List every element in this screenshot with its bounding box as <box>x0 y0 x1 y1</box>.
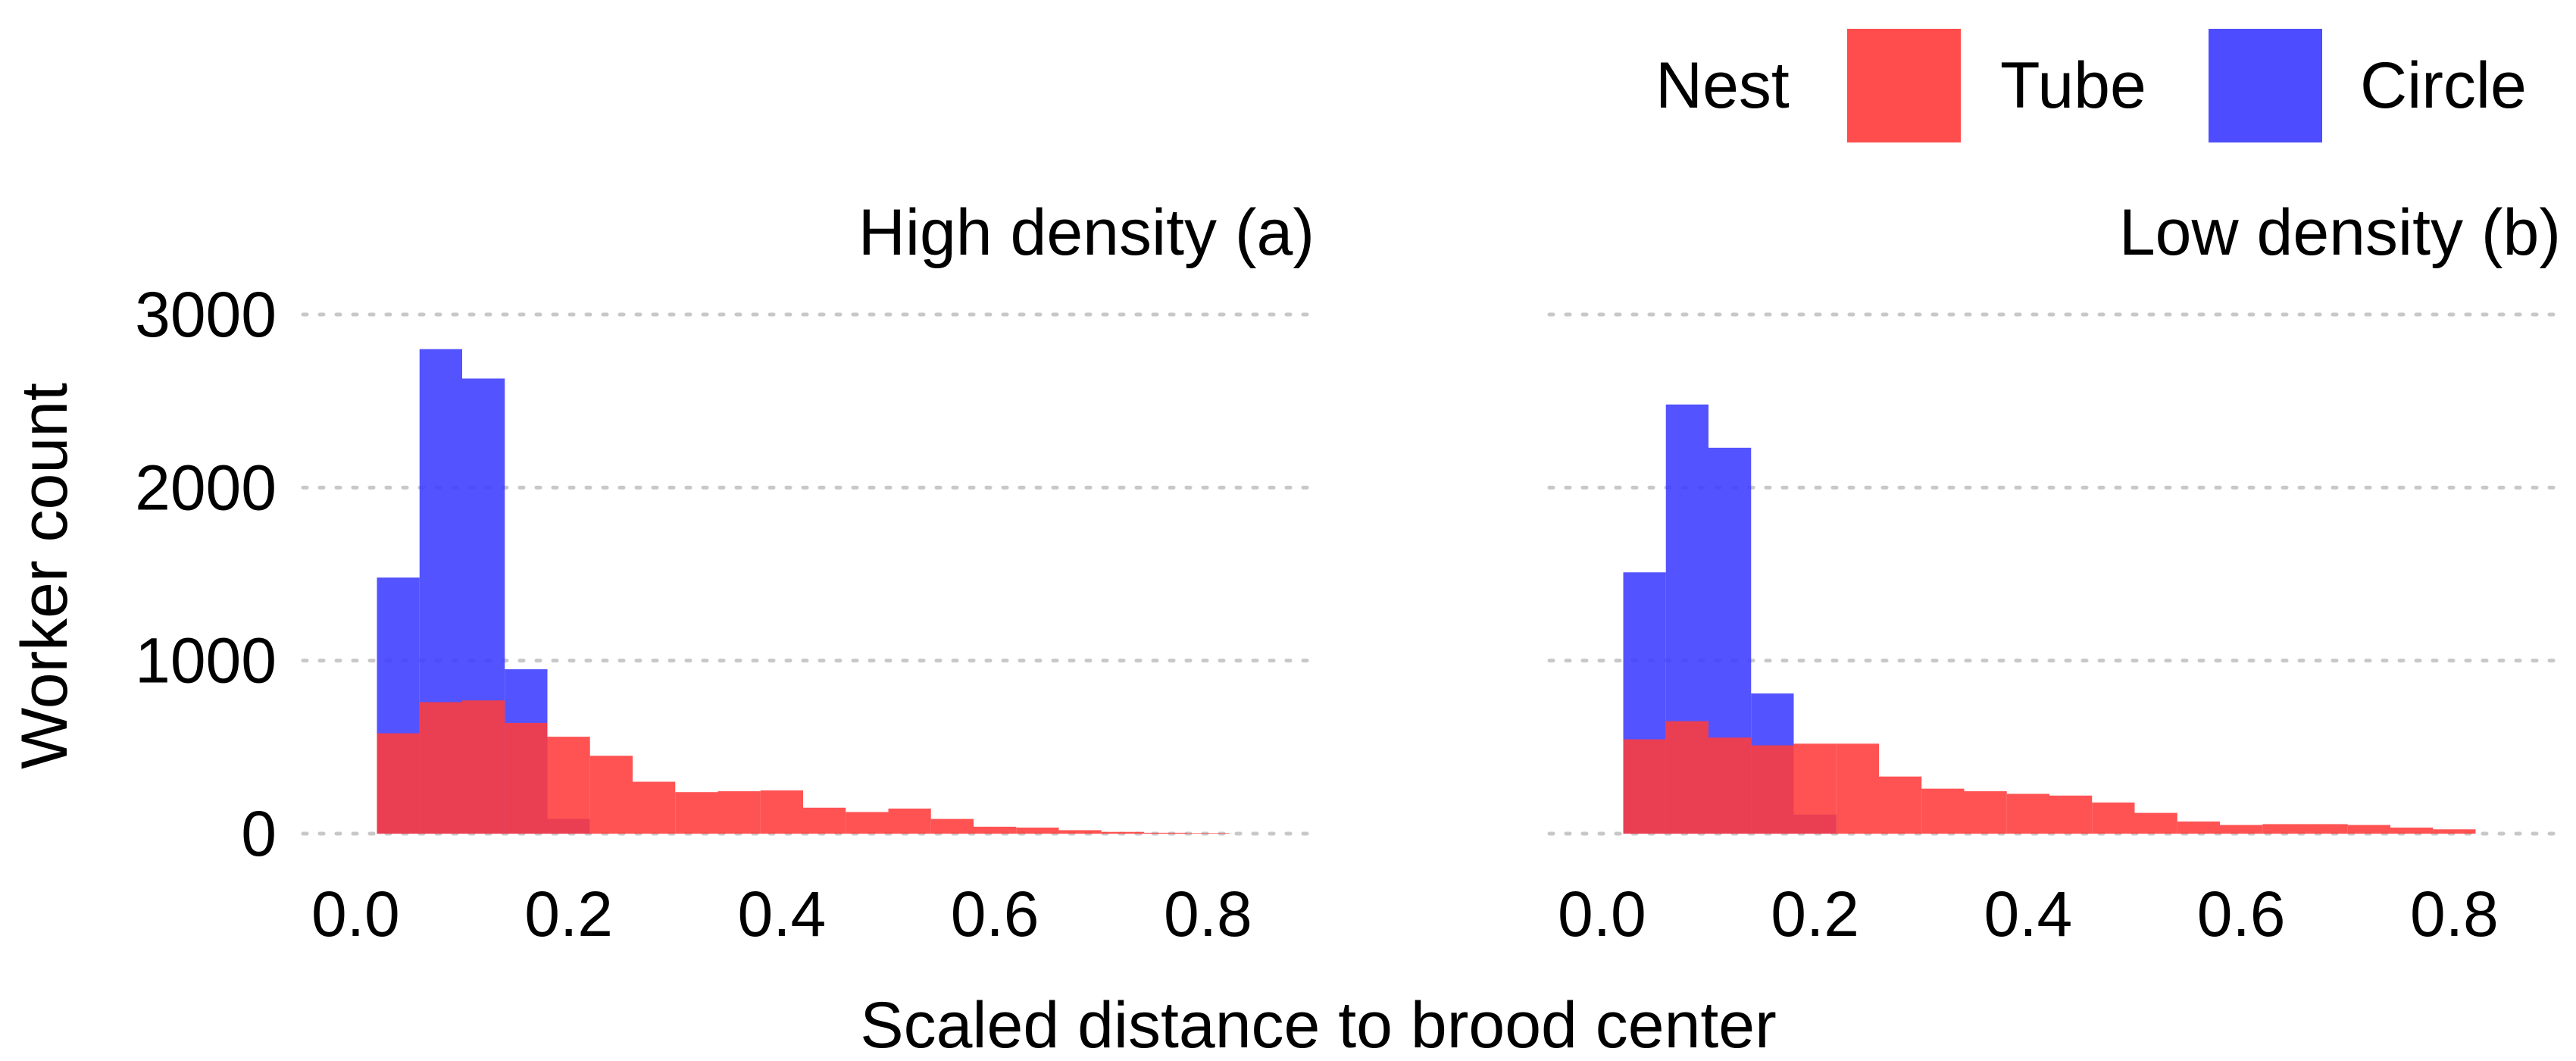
bar-tube <box>2347 825 2390 834</box>
x-tick-label: 0.8 <box>2410 878 2499 950</box>
bar-tube <box>2305 824 2348 834</box>
bar-tube <box>462 700 505 834</box>
bar-tube <box>1058 830 1102 834</box>
bar-tube <box>2220 825 2263 834</box>
x-tick-label: 0.6 <box>951 878 1039 950</box>
panel-title-low-density: Low density (b) <box>2119 196 2561 269</box>
bar-tube <box>1016 828 1059 834</box>
bar-tube <box>675 792 718 834</box>
bar-tube <box>547 737 590 834</box>
bar-tube <box>377 733 420 834</box>
legend-swatch-tube <box>1847 29 1961 142</box>
bar-tube <box>1708 737 1752 834</box>
y-tick-label: 1000 <box>135 625 277 696</box>
y-tick-label: 3000 <box>135 279 277 350</box>
x-tick-label: 0.2 <box>524 878 613 950</box>
bar-tube <box>2134 812 2177 834</box>
bar-tube <box>1751 745 1794 834</box>
y-tick-label: 0 <box>241 798 277 869</box>
bar-tube <box>974 826 1017 834</box>
x-tick-label: 0.0 <box>1558 878 1646 950</box>
x-tick-label: 0.8 <box>1164 878 1252 950</box>
y-axis-ticks: 0 1000 2000 3000 <box>135 279 277 869</box>
bar-tube <box>2177 822 2220 834</box>
bar-tube <box>1964 791 2007 834</box>
legend-label-tube: Tube <box>2000 49 2146 122</box>
legend-swatch-circle <box>2209 29 2322 142</box>
bar-tube <box>888 808 931 834</box>
bar-tube <box>2262 824 2306 834</box>
bar-tube <box>717 791 761 834</box>
legend-title: Nest <box>1655 49 1790 122</box>
bar-tube <box>2433 829 2476 834</box>
bar-tube <box>1144 832 1187 834</box>
bar-tube <box>589 756 633 834</box>
bar-tube <box>1101 831 1144 834</box>
bar-tube <box>1836 743 1879 834</box>
x-axis-title: Scaled distance to brood center <box>860 989 1777 1061</box>
bar-tube <box>419 702 462 834</box>
bar-tube <box>760 790 803 834</box>
x-tick-label: 0.4 <box>737 878 826 950</box>
bar-tube <box>1921 788 1965 834</box>
bar-tube <box>2006 793 2049 834</box>
bar-tube <box>1879 776 1922 834</box>
y-tick-label: 2000 <box>135 452 277 523</box>
panel-title-high-density: High density (a) <box>858 196 1315 269</box>
bar-tube <box>1793 743 1837 834</box>
bar-tube <box>2049 795 2093 834</box>
x-tick-label: 0.0 <box>311 878 400 950</box>
legend: Nest Tube Circle <box>1655 29 2527 142</box>
x-tick-label: 0.4 <box>1984 878 2072 950</box>
bar-tube <box>633 781 676 834</box>
bar-tube <box>1665 721 1708 834</box>
panel-low-density: Low density (b) 0.0 0.2 0.4 0.6 0.8 <box>1547 196 2561 950</box>
bar-tube <box>930 818 974 834</box>
bar-tube <box>505 722 548 834</box>
bar-tube <box>2390 828 2434 834</box>
bar-tube <box>2092 802 2135 834</box>
bar-tube <box>1186 833 1230 834</box>
y-axis-title: Worker count <box>8 383 81 769</box>
panel-high-density: High density (a) 0.0 0.2 0.4 0.6 0.8 <box>301 196 1315 950</box>
bar-tube <box>1623 739 1666 834</box>
legend-label-circle: Circle <box>2360 49 2527 122</box>
x-tick-label: 0.2 <box>1771 878 1859 950</box>
x-tick-label: 0.6 <box>2197 878 2286 950</box>
bar-tube <box>846 812 889 834</box>
bar-tube <box>803 807 846 834</box>
